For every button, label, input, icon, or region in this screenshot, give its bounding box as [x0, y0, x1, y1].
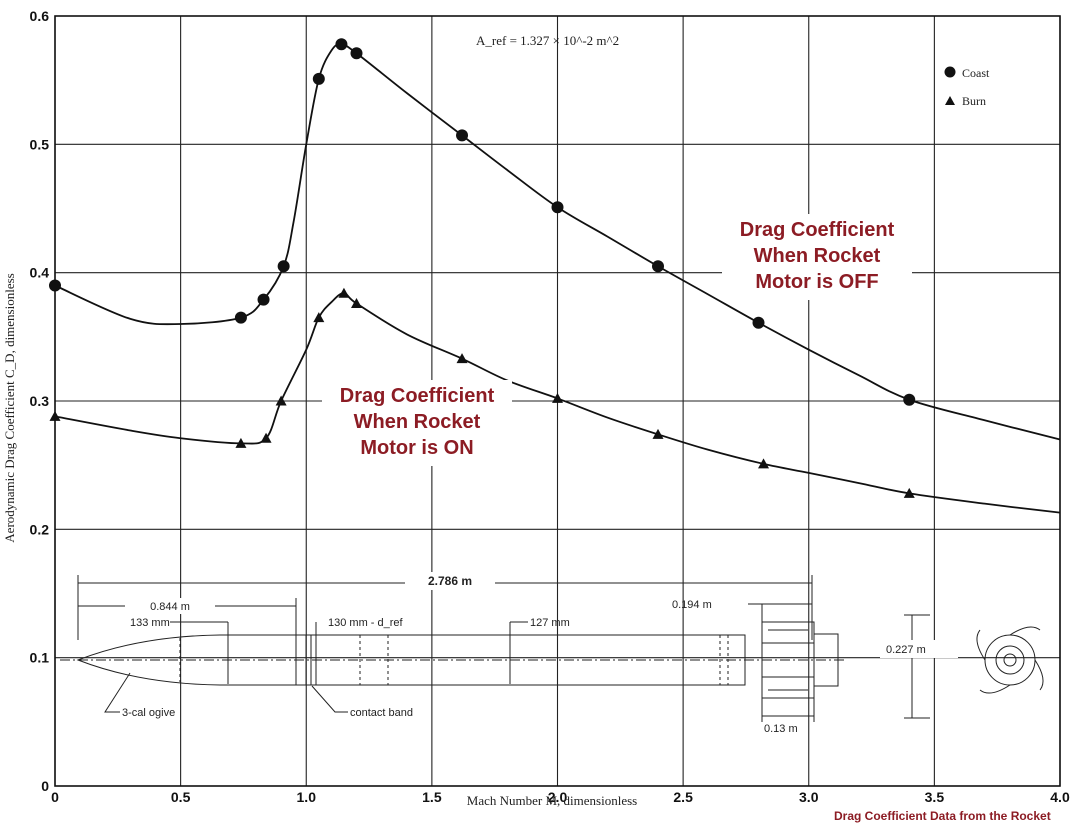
rocket-body-outline [76, 634, 746, 686]
rocket-end-view [984, 634, 1036, 686]
data-point-coast [551, 201, 564, 214]
label-fin-length: 0.194 m [672, 599, 712, 611]
annotation-on-line-3: Motor is ON [360, 437, 473, 459]
x-tick-label: 4.0 [1050, 789, 1070, 805]
data-point-coast [257, 293, 270, 306]
y-axis-label: Aerodynamic Drag Coefficient C_D, dimens… [2, 273, 17, 542]
y-tick-label: 0 [41, 778, 49, 794]
x-tick-label: 0.5 [171, 789, 191, 805]
data-point-coast [903, 393, 916, 406]
data-point-coast [752, 316, 765, 329]
rocket-dimension-labels: 2.786 m 0.844 m 133 mm 130 mm - d_ref 12… [122, 574, 926, 735]
label-fin-span: 0.227 m [886, 644, 926, 656]
data-point-burn [652, 428, 664, 439]
label-fin-root: 0.13 m [764, 723, 798, 735]
legend: Coast Burn [944, 66, 990, 108]
label-diam-130: 130 mm - d_ref [328, 617, 404, 629]
data-point-burn [49, 410, 61, 421]
x-tick-label: 1.5 [422, 789, 442, 805]
data-point-coast [350, 47, 363, 60]
data-point-burn [552, 392, 563, 403]
data-point-burn [338, 287, 350, 298]
annotation-on-line-1: Drag Coefficient [340, 385, 495, 407]
label-nose-length: 0.844 m [150, 601, 190, 613]
x-tick-label: 3.0 [799, 789, 819, 805]
data-point-coast [312, 72, 325, 85]
x-tick-label: 1.0 [297, 789, 317, 805]
data-point-burn [313, 312, 325, 323]
label-ogive: 3-cal ogive [122, 707, 175, 719]
annotation-on-line-2: When Rocket [354, 411, 481, 433]
y-tick-label: 0.5 [30, 136, 50, 152]
data-point-burn [758, 458, 770, 469]
annotation-off-line-3: Motor is OFF [755, 271, 878, 293]
data-point-coast [456, 129, 469, 142]
x-axis-label: Mach Number M, dimensionless [467, 793, 637, 808]
legend-burn-label: Burn [962, 94, 986, 108]
y-tick-label: 0.3 [30, 393, 50, 409]
data-point-burn [235, 437, 247, 448]
axes [54, 15, 1061, 787]
data-point-coast [652, 260, 664, 273]
data-point-burn [260, 432, 272, 443]
x-tick-label: 3.5 [925, 789, 945, 805]
rocket-diagram [60, 572, 1044, 722]
data-point-burn [351, 297, 362, 308]
figure-caption: Drag Coefficient Data from the Rocket [834, 809, 1051, 823]
data-point-coast [277, 260, 290, 273]
data-point-burn [456, 353, 468, 364]
x-tick-label: 2.0 [548, 789, 568, 805]
series-markers [49, 38, 916, 498]
reference-area-label: A_ref = 1.327 × 10^-2 m^2 [476, 33, 619, 48]
y-tick-labels: 0 0.1 0.2 0.3 0.4 0.5 0.6 [30, 8, 50, 794]
label-total-length: 2.786 m [428, 574, 472, 588]
legend-coast-marker [944, 66, 956, 78]
x-tick-label: 0 [51, 789, 59, 805]
data-point-burn [903, 487, 915, 498]
annotation-off-line-2: When Rocket [754, 245, 881, 267]
y-tick-label: 0.4 [30, 265, 50, 281]
data-point-coast [49, 279, 61, 292]
x-tick-label: 2.5 [673, 789, 693, 805]
y-tick-label: 0.6 [30, 8, 50, 24]
annotation-off-line-1: Drag Coefficient [740, 219, 895, 241]
y-tick-label: 0.2 [30, 521, 50, 537]
data-point-coast [335, 38, 348, 51]
annotation-motor-on: Drag Coefficient When Rocket Motor is ON [322, 380, 512, 466]
label-diam-133: 133 mm [130, 617, 170, 629]
label-diam-127: 127 mm [530, 617, 570, 629]
x-tick-labels: 0 0.5 1.0 1.5 2.0 2.5 3.0 3.5 4.0 [51, 789, 1070, 805]
annotation-motor-off: Drag Coefficient When Rocket Motor is OF… [722, 214, 912, 300]
data-point-burn [275, 395, 287, 406]
y-tick-label: 0.1 [30, 650, 50, 666]
label-contact-band: contact band [350, 707, 413, 719]
legend-burn-marker [945, 96, 955, 105]
data-point-coast [234, 311, 247, 324]
plot-frame [54, 15, 1061, 787]
legend-coast-label: Coast [962, 66, 990, 80]
